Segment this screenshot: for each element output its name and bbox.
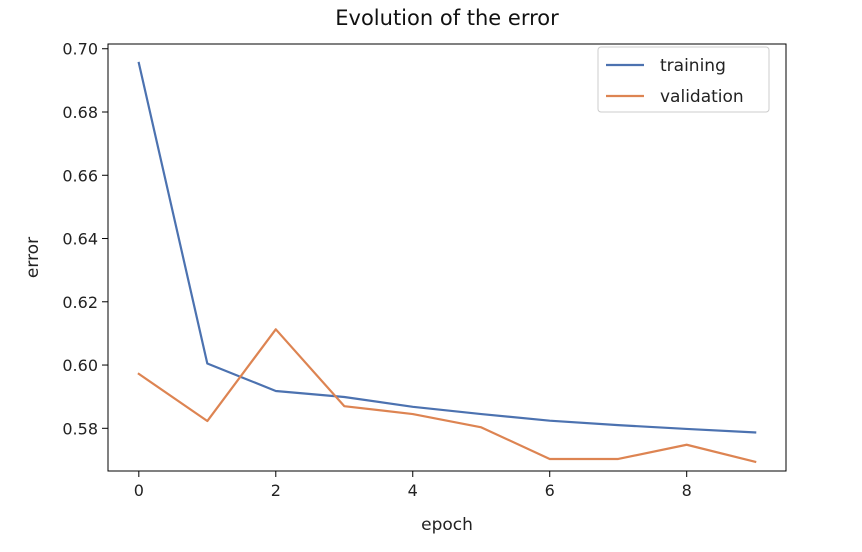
series-layer [137,61,757,464]
series-line-validation [137,328,757,464]
x-axis-label: epoch [421,515,473,535]
y-tick-label: 0.70 [62,40,98,59]
y-tick-label: 0.66 [62,166,98,185]
legend-label-validation: validation [660,87,744,107]
y-axis: 0.58 0.60 0.62 0.64 0.66 0.68 0.70 [62,40,108,438]
x-tick-label: 4 [408,481,418,500]
legend: training validation [597,46,770,113]
y-tick-label: 0.58 [62,419,98,438]
x-tick-label: 8 [682,481,692,500]
chart-title: Evolution of the error [335,6,559,30]
legend-label-training: training [660,56,726,76]
series-line-training [137,61,757,434]
y-tick-label: 0.68 [62,103,98,122]
y-tick-label: 0.64 [62,230,98,249]
y-axis-label: error [23,237,43,278]
x-tick-label: 0 [134,481,144,500]
x-tick-label: 6 [545,481,555,500]
y-tick-label: 0.62 [62,293,98,312]
x-axis: 0 2 4 6 8 [134,471,692,500]
plot-frame [107,43,787,472]
y-tick-label: 0.60 [62,356,98,375]
x-tick-label: 2 [271,481,281,500]
